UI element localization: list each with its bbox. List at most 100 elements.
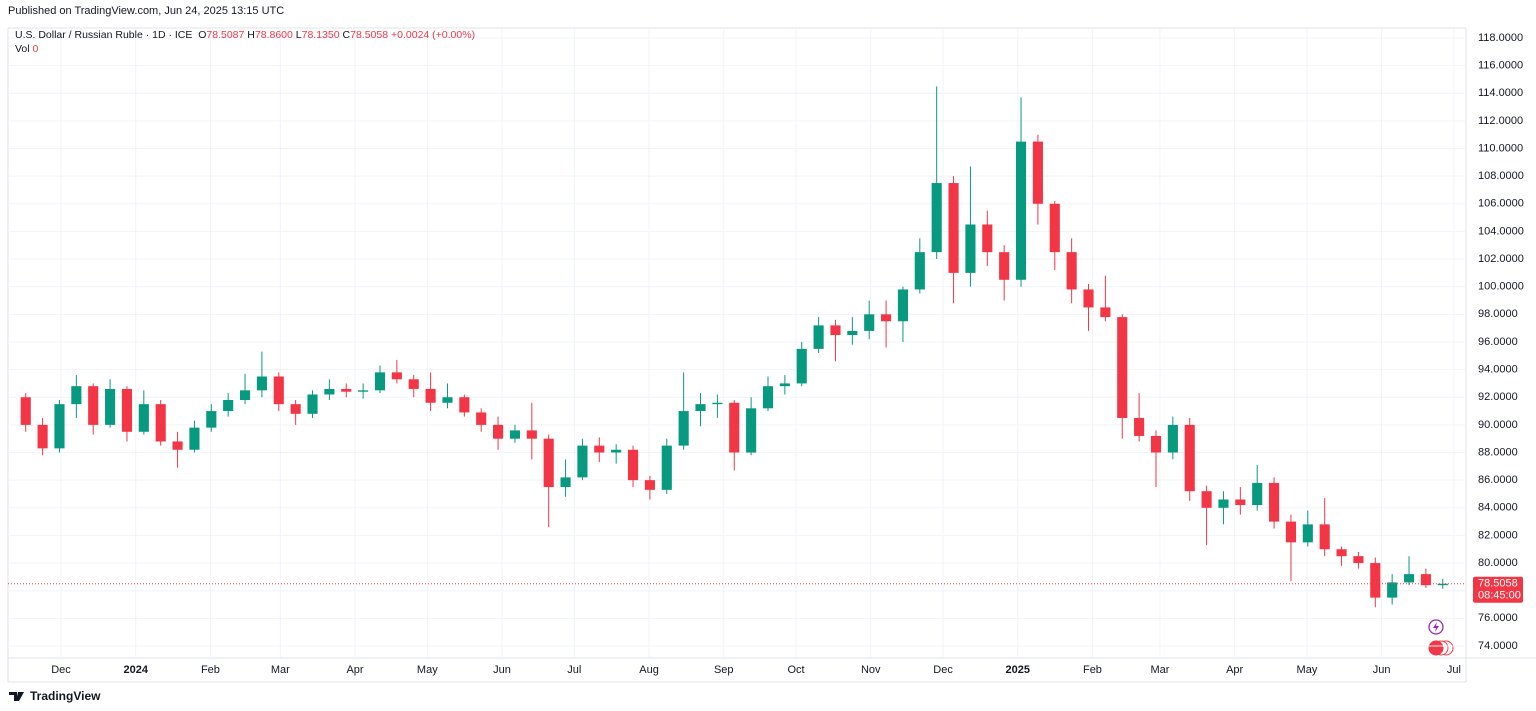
candle-body — [1252, 482, 1263, 506]
published-note: Published on TradingView.com, Jun 24, 20… — [8, 5, 285, 17]
candle-body — [1370, 563, 1381, 598]
high-value: 78.8600 — [254, 29, 293, 41]
x-tick-label: Dec — [51, 664, 71, 676]
ohlc-row: U.S. Dollar / Russian Ruble · 1D · ICE O… — [15, 28, 475, 42]
candle-body — [290, 404, 301, 414]
y-tick-label: 84.0000 — [1478, 502, 1518, 514]
y-tick-label: 96.0000 — [1478, 336, 1518, 348]
grid — [8, 28, 1466, 658]
y-tick-label: 110.0000 — [1478, 142, 1523, 154]
candle-body — [273, 376, 284, 405]
candle-body — [408, 379, 419, 389]
change-value: +0.0024 (+0.00%) — [391, 29, 476, 41]
candle-body — [138, 404, 149, 432]
candle-body — [644, 480, 655, 490]
x-tick-label: May — [417, 664, 438, 676]
candle-body — [594, 445, 605, 453]
candle-body — [1083, 289, 1094, 308]
candle-body — [206, 411, 217, 428]
event-icon-glyph — [1433, 622, 1439, 632]
candle-body — [1201, 491, 1212, 508]
y-tick-label: 116.0000 — [1478, 59, 1523, 71]
candle-body — [189, 427, 200, 450]
close-label: C — [342, 29, 351, 41]
y-tick-label: 82.0000 — [1478, 529, 1518, 541]
y-tick-label: 108.0000 — [1478, 170, 1524, 182]
x-tick-label: Oct — [787, 664, 804, 676]
candle-body — [813, 325, 824, 349]
candle-body — [1100, 307, 1111, 318]
candle-body — [914, 252, 925, 290]
y-tick-label: 102.0000 — [1478, 253, 1524, 265]
y-tick-label: 80.0000 — [1478, 557, 1518, 569]
candle-body — [1353, 556, 1364, 564]
candle-body — [948, 183, 959, 273]
candle-body — [965, 224, 976, 273]
candle-body — [661, 445, 672, 490]
candle-body — [1167, 424, 1178, 453]
y-tick-label: 74.0000 — [1478, 640, 1518, 652]
y-tick-label: 94.0000 — [1478, 364, 1518, 376]
brand-logo — [9, 692, 24, 701]
x-tick-label: 2024 — [123, 664, 148, 676]
vol-value: 0 — [32, 43, 39, 55]
candle-body — [1150, 435, 1162, 453]
candle-body — [459, 397, 470, 413]
candle-body — [324, 388, 335, 395]
candle-body — [476, 412, 487, 425]
symbol: U.S. Dollar / Russian Ruble · 1D · ICE — [15, 29, 193, 41]
open-label: O — [198, 29, 207, 41]
x-tick-label: Jul — [1447, 664, 1461, 676]
y-tick-label: 86.0000 — [1478, 474, 1518, 486]
candle-body — [223, 400, 234, 412]
x-tick-label: Jul — [567, 664, 581, 676]
candle-body — [796, 348, 807, 384]
x-tick-label: Sep — [714, 664, 734, 676]
candle-body — [493, 424, 504, 439]
candle-body — [1032, 141, 1043, 204]
candle-body — [543, 438, 554, 488]
candle-body — [678, 411, 689, 446]
candle-body — [155, 404, 166, 442]
candle-body — [71, 386, 82, 405]
candle-body — [577, 445, 588, 478]
high-label: H — [247, 29, 255, 41]
candle-body — [1437, 583, 1448, 586]
y-tick-label: 92.0000 — [1478, 391, 1518, 403]
x-tick-label: Mar — [1150, 664, 1169, 676]
candle-body — [982, 224, 993, 253]
candle-body — [20, 397, 31, 425]
candle-body — [847, 330, 858, 336]
candle-body — [256, 376, 267, 391]
brand-name: TradingView — [30, 689, 101, 703]
candle-body — [121, 388, 133, 432]
x-tick-label: Jun — [1373, 664, 1391, 676]
candle-body — [1336, 549, 1347, 557]
candle-body — [1420, 574, 1431, 586]
x-tick-label: 2025 — [1006, 664, 1030, 676]
candle-body — [1285, 521, 1297, 543]
candle-body — [1319, 524, 1330, 550]
low-value: 78.1350 — [301, 29, 340, 41]
candle-body — [931, 183, 942, 253]
x-tick-label: May — [1297, 664, 1318, 676]
candle-body — [54, 404, 65, 449]
candle-body — [999, 252, 1010, 280]
y-tick-label: 118.0000 — [1478, 32, 1523, 44]
candle-body — [1015, 141, 1027, 280]
candle-body — [897, 289, 909, 322]
candle-body — [442, 397, 453, 403]
y-tick-label: 100.0000 — [1478, 281, 1524, 293]
low-label: L — [295, 29, 302, 41]
y-tick-label: 90.0000 — [1478, 419, 1518, 431]
candle-body — [746, 408, 757, 453]
candle-body — [374, 372, 386, 391]
x-tick-label: Mar — [271, 664, 290, 676]
event-icon[interactable] — [1428, 640, 1444, 656]
y-tick-label: 114.0000 — [1478, 87, 1523, 99]
x-tick-label: Apr — [346, 664, 363, 676]
y-tick-label: 98.0000 — [1478, 308, 1518, 320]
y-tick-label: 104.0000 — [1478, 225, 1524, 237]
close-value: 78.5058 — [350, 29, 389, 41]
